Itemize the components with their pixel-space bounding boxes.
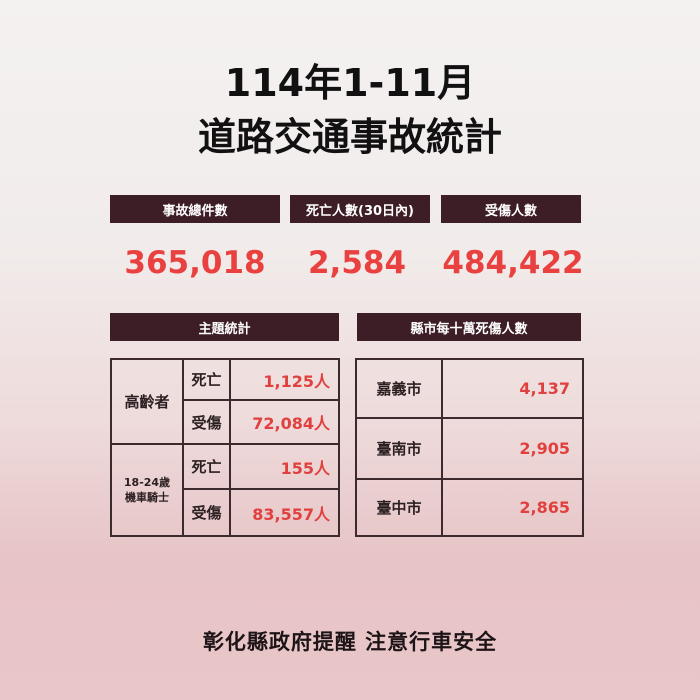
row-value: 1,125人 [229, 358, 340, 401]
city-value: 2,905 [441, 417, 584, 480]
city-name: 臺中市 [355, 478, 443, 537]
topic-table: 高齡者 死亡 1,125人 受傷 72,084人 18-24歲 機車騎士 死亡 1… [110, 358, 340, 537]
row-type: 受傷 [182, 488, 231, 537]
topic-header: 主題統計 [110, 313, 339, 341]
title-line2: 道路交通事故統計 [197, 115, 502, 159]
group-label: 高齡者 [110, 358, 184, 445]
row-type: 受傷 [182, 399, 231, 445]
row-type: 死亡 [182, 358, 231, 401]
city-value: 4,137 [441, 358, 584, 419]
table-row: 18-24歲 機車騎士 死亡 155人 [110, 443, 340, 537]
total-accidents-header: 事故總件數 [110, 195, 280, 223]
group-label-line2: 機車騎士 [125, 491, 169, 504]
title-line1: 114年1-11月 [224, 61, 476, 105]
city-name: 嘉義市 [355, 358, 443, 419]
county-table: 嘉義市 4,137 臺南市 2,905 臺中市 2,865 [355, 358, 584, 537]
row-type: 死亡 [182, 443, 231, 490]
injuries-value: 484,422 [442, 245, 584, 281]
city-name: 臺南市 [355, 417, 443, 480]
footer-reminder: 彰化縣政府提醒 注意行車安全 [202, 630, 498, 654]
table-row: 受傷 83,557人 [111, 488, 340, 537]
row-value: 155人 [229, 443, 340, 490]
table-row: 高齡者 死亡 1,125人 [110, 358, 340, 445]
deaths-header: 死亡人數(30日內) [290, 195, 430, 223]
deaths-value: 2,584 [307, 245, 407, 281]
group-label-line1: 18-24歲 [123, 476, 171, 489]
table-row: 嘉義市 4,137 [355, 358, 584, 419]
city-value: 2,865 [441, 478, 584, 537]
group-label: 18-24歲 機車騎士 [110, 443, 184, 537]
row-value: 83,557人 [229, 488, 340, 537]
table-row: 臺南市 2,905 [355, 417, 584, 480]
table-row: 受傷 72,084人 [111, 399, 340, 445]
table-row: 臺中市 2,865 [355, 478, 584, 537]
county-header: 縣市每十萬死傷人數 [357, 313, 581, 341]
row-value: 72,084人 [229, 399, 340, 445]
total-accidents-value: 365,018 [124, 245, 266, 281]
injuries-header: 受傷人數 [441, 195, 581, 223]
